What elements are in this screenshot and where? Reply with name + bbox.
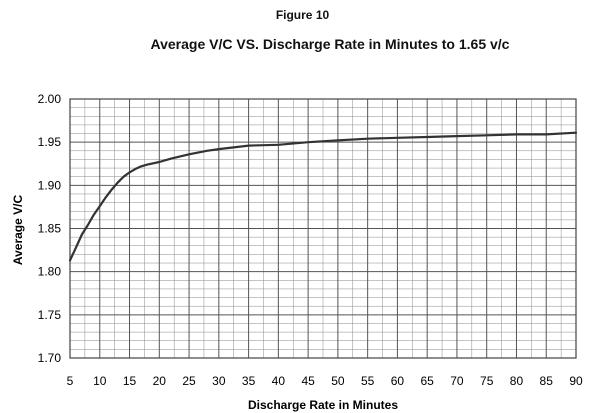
x-tick-label: 20 (153, 374, 167, 388)
x-tick-label: 75 (480, 374, 494, 388)
x-tick-label: 65 (420, 374, 434, 388)
y-tick-label: 1.95 (38, 135, 62, 149)
x-tick-label: 80 (510, 374, 524, 388)
y-tick-label: 1.75 (38, 308, 62, 322)
x-tick-label: 35 (242, 374, 256, 388)
y-tick-label: 1.70 (38, 351, 62, 365)
y-tick-label: 2.00 (38, 92, 62, 106)
y-axis-label: Average V/C (11, 195, 25, 266)
x-tick-label: 60 (391, 374, 405, 388)
x-tick-label: 25 (182, 374, 196, 388)
x-tick-label: 15 (123, 374, 137, 388)
series-line-0 (68, 131, 578, 262)
x-tick-label: 45 (301, 374, 315, 388)
x-tick-label: 90 (569, 374, 583, 388)
x-tick-label: 5 (67, 374, 74, 388)
y-tick-label: 1.85 (38, 222, 62, 236)
y-tick-label: 1.90 (38, 178, 62, 192)
series-layer (68, 131, 578, 262)
x-tick-label: 10 (93, 374, 107, 388)
y-tick-label: 1.80 (38, 265, 62, 279)
x-tick-labels: 5 10 15 20 25 30 35 40 45 50 55 60 65 70 75 80 85 90 (67, 374, 583, 388)
x-tick-label: 50 (331, 374, 345, 388)
plot-frame (69, 98, 577, 359)
x-tick-label: 85 (540, 374, 554, 388)
x-tick-label: 30 (212, 374, 226, 388)
y-tick-labels: 1.70 1.75 1.80 1.85 1.90 1.95 2.00 (38, 92, 62, 365)
x-tick-label: 55 (361, 374, 375, 388)
x-tick-label: 40 (272, 374, 286, 388)
figure-label: Figure 10 (275, 8, 330, 22)
chart-title: Average V/C VS. Discharge Rate in Minute… (150, 36, 510, 52)
x-axis-label: Discharge Rate in Minutes (248, 398, 398, 412)
x-tick-label: 70 (450, 374, 464, 388)
